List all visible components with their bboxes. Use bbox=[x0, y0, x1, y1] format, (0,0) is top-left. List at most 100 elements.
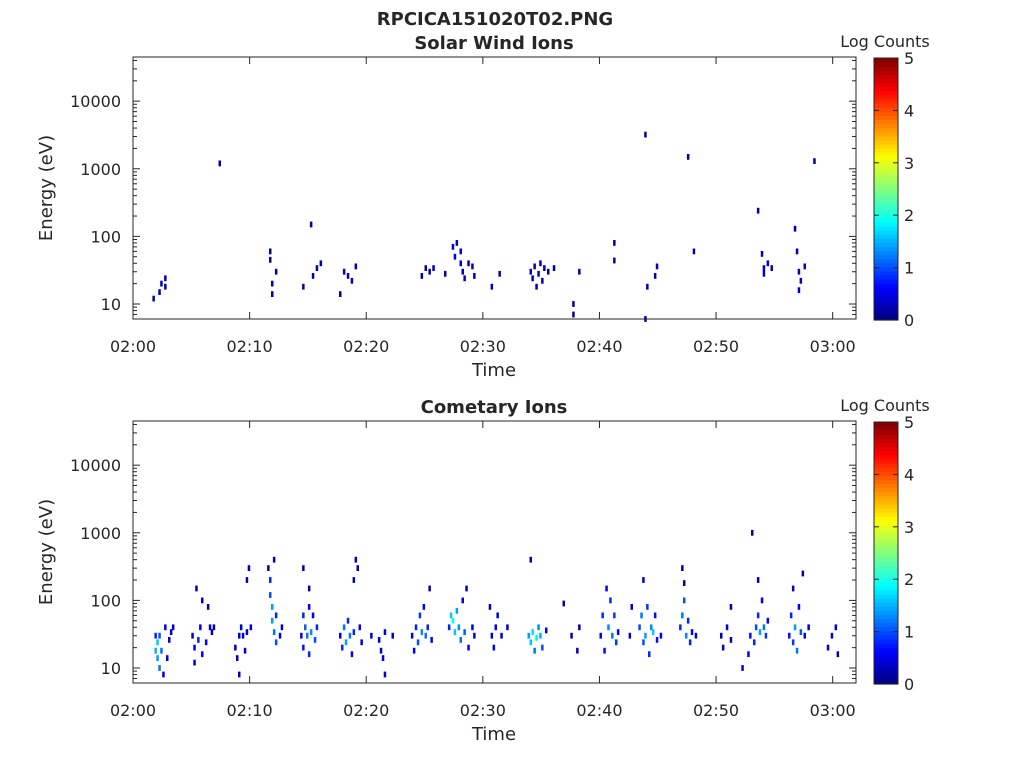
count-cell bbox=[791, 639, 795, 646]
count-cell bbox=[267, 565, 270, 571]
count-cell bbox=[741, 665, 744, 671]
count-cell bbox=[758, 629, 762, 635]
count-cell bbox=[234, 644, 237, 651]
colorbar-band bbox=[874, 184, 898, 190]
count-cell bbox=[640, 612, 643, 619]
count-cell bbox=[694, 632, 698, 639]
colorbar-band bbox=[874, 618, 898, 624]
colorbar-band bbox=[874, 193, 898, 198]
count-cell bbox=[451, 243, 455, 250]
count-cell bbox=[171, 624, 175, 631]
count-cell bbox=[271, 291, 274, 297]
colorbar-band bbox=[874, 311, 898, 317]
count-cell bbox=[537, 270, 540, 277]
count-cell bbox=[158, 289, 161, 295]
count-cell bbox=[498, 270, 501, 277]
colorbar-band bbox=[874, 450, 898, 456]
count-cell bbox=[601, 612, 604, 619]
colorbar-band bbox=[874, 659, 898, 665]
count-cell bbox=[451, 617, 455, 624]
count-cell bbox=[381, 655, 385, 661]
count-cell bbox=[615, 639, 618, 646]
colorbar-tick-label: 1 bbox=[904, 259, 914, 278]
count-cell bbox=[249, 624, 253, 631]
count-cell bbox=[342, 624, 346, 631]
x-tick-label: 03:00 bbox=[810, 701, 856, 720]
count-cell bbox=[788, 632, 791, 639]
count-cell bbox=[447, 624, 451, 631]
count-cell bbox=[797, 287, 801, 294]
count-cell bbox=[272, 556, 276, 563]
panel-title: Solar Wind Ions bbox=[414, 33, 573, 54]
colorbar-band bbox=[874, 544, 898, 550]
figure-title: RPCICA151020T02.PNG bbox=[377, 9, 613, 30]
colorbar-band bbox=[874, 258, 898, 264]
count-cell bbox=[302, 644, 305, 651]
count-cell bbox=[420, 273, 424, 279]
count-cell bbox=[720, 632, 723, 639]
colorbar-band bbox=[874, 229, 898, 235]
count-cell bbox=[461, 597, 464, 604]
count-cell bbox=[760, 597, 764, 604]
colorbar-band bbox=[874, 303, 898, 309]
colorbar-band bbox=[874, 671, 898, 677]
count-cell bbox=[529, 556, 532, 563]
colorbar-label: Log Counts bbox=[840, 396, 930, 415]
count-cell bbox=[533, 263, 536, 270]
count-cell bbox=[793, 225, 797, 232]
count-cell bbox=[271, 280, 274, 287]
count-cell bbox=[506, 624, 509, 631]
colorbar-band bbox=[874, 569, 898, 575]
colorbar-band bbox=[874, 86, 898, 92]
colorbar-band bbox=[874, 471, 898, 476]
colorbar-band bbox=[874, 221, 898, 227]
count-cell bbox=[269, 248, 272, 255]
count-cell bbox=[529, 268, 532, 275]
colorbar-band bbox=[874, 176, 898, 182]
spectrogram-cells bbox=[154, 529, 840, 678]
colorbar-tick-label: 1 bbox=[904, 623, 914, 642]
count-cell bbox=[688, 639, 692, 646]
x-tick-label: 02:20 bbox=[343, 337, 389, 356]
count-cell bbox=[350, 277, 354, 284]
count-cell bbox=[426, 624, 429, 631]
count-cell bbox=[578, 624, 581, 631]
colorbar-band bbox=[874, 593, 898, 599]
colorbar-band bbox=[874, 577, 898, 583]
count-cell bbox=[315, 624, 319, 631]
count-cell bbox=[342, 268, 346, 275]
count-cell bbox=[304, 624, 307, 631]
count-cell bbox=[430, 637, 433, 643]
colorbar-band bbox=[874, 606, 898, 611]
count-cell bbox=[539, 632, 542, 639]
colorbar-band bbox=[874, 139, 898, 145]
count-cell bbox=[195, 585, 198, 592]
count-cell bbox=[797, 604, 801, 610]
colorbar-band bbox=[874, 160, 898, 166]
colorbar-band bbox=[874, 217, 898, 223]
count-cell bbox=[218, 160, 221, 167]
count-cell bbox=[576, 647, 579, 654]
colorbar-band bbox=[874, 565, 898, 570]
colorbar-band bbox=[874, 467, 898, 472]
count-cell bbox=[193, 659, 196, 666]
colorbar-band bbox=[874, 528, 898, 534]
count-cell bbox=[164, 275, 167, 282]
colorbar-band bbox=[874, 589, 898, 595]
colorbar-band bbox=[874, 479, 898, 484]
count-cell bbox=[156, 639, 159, 646]
count-cell bbox=[570, 632, 573, 639]
count-cell bbox=[607, 624, 610, 631]
count-cell bbox=[653, 273, 657, 279]
count-cell bbox=[648, 651, 651, 658]
colorbar-band bbox=[874, 679, 898, 685]
count-cell bbox=[154, 647, 157, 654]
y-axis-ticks: 10 100 1000 10000 bbox=[70, 59, 856, 320]
count-cell bbox=[650, 624, 653, 631]
count-cell bbox=[243, 647, 247, 654]
count-cell bbox=[692, 248, 696, 255]
count-cell bbox=[766, 617, 770, 624]
count-cell bbox=[166, 655, 169, 661]
count-cell bbox=[721, 644, 725, 651]
